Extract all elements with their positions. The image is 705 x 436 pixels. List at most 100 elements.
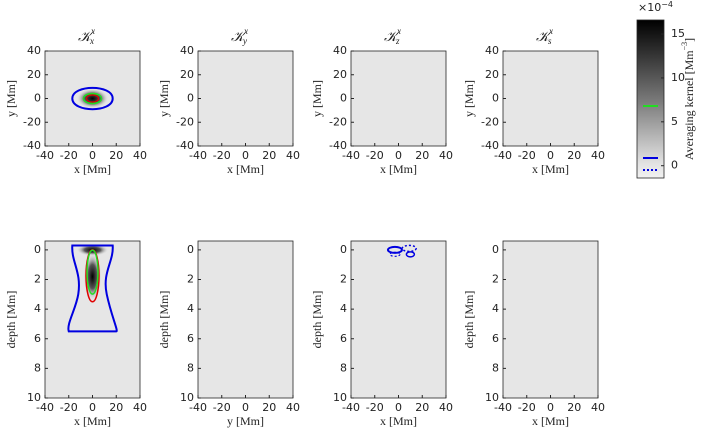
y-tick-label: 6 <box>34 332 41 345</box>
y-tick-label: -20 <box>176 115 194 128</box>
x-tick-label: -20 <box>518 149 536 162</box>
heatmap-background <box>351 51 446 146</box>
y-tick-label: 20 <box>180 68 194 81</box>
y-tick-label: 4 <box>340 302 347 315</box>
y-tick-label: 2 <box>340 273 347 286</box>
x-tick-label: 0 <box>547 149 554 162</box>
y-tick-label: 6 <box>492 332 499 345</box>
x-tick-label: 40 <box>591 401 605 414</box>
exponent-base: ×10 <box>638 1 661 14</box>
y-tick-label: 2 <box>492 273 499 286</box>
x-tick-label: -40 <box>189 401 207 414</box>
colorbar-tick-label: 0 <box>671 159 678 172</box>
y-tick-label: 4 <box>492 302 499 315</box>
y-tick-label: -40 <box>176 139 194 152</box>
label-text: Averaging kernel [Mm <box>682 50 696 160</box>
y-tick-label: 40 <box>485 44 499 57</box>
y-axis-label: depth [Mm] <box>157 291 171 349</box>
x-tick-label: -20 <box>518 401 536 414</box>
x-tick-label: -20 <box>366 401 384 414</box>
x-tick-label: 0 <box>89 149 96 162</box>
heatmap-background <box>503 241 598 398</box>
x-tick-label: 40 <box>591 149 605 162</box>
title-superscript: x <box>243 26 248 36</box>
title-subscript: x <box>89 36 94 46</box>
x-tick-label: 20 <box>415 149 429 162</box>
contour <box>86 249 99 295</box>
title-subscript: z <box>395 36 400 46</box>
colorbar-tick-label: 15 <box>671 27 685 40</box>
x-tick-label: -40 <box>342 401 360 414</box>
x-tick-label: 20 <box>109 149 123 162</box>
x-tick-label: 20 <box>415 401 429 414</box>
panel-title: 𝒦x y <box>231 26 249 46</box>
x-axis-label: x [Mm] <box>227 162 264 176</box>
colorbar-tick-label: 10 <box>671 71 685 84</box>
y-tick-label: 40 <box>333 44 347 57</box>
y-tick-label: 6 <box>187 332 194 345</box>
x-tick-label: -40 <box>494 401 512 414</box>
title-superscript: x <box>396 26 401 36</box>
x-tick-label: 20 <box>262 149 276 162</box>
x-axis-label: x [Mm] <box>532 414 569 428</box>
x-tick-label: 40 <box>286 149 300 162</box>
y-tick-label: 4 <box>187 302 194 315</box>
x-tick-label: 0 <box>547 401 554 414</box>
y-axis-label: y [Mm] <box>157 80 171 117</box>
y-axis-label: depth [Mm] <box>310 291 324 349</box>
colorbar-tick-label: 5 <box>671 115 678 128</box>
y-tick-label: 0 <box>34 243 41 256</box>
y-tick-label: -40 <box>481 139 499 152</box>
x-tick-label: 40 <box>286 401 300 414</box>
contour <box>405 251 416 258</box>
x-axis-label: x [Mm] <box>380 162 417 176</box>
title-subscript: s <box>548 36 552 46</box>
y-axis-label: y [Mm] <box>462 80 476 117</box>
y-tick-label: 10 <box>180 391 194 404</box>
y-tick-label: 40 <box>180 44 194 57</box>
contour <box>82 92 103 105</box>
x-tick-label: -20 <box>60 149 78 162</box>
y-tick-label: -20 <box>329 115 347 128</box>
title-superscript: x <box>548 26 553 36</box>
y-tick-label: 8 <box>492 361 499 374</box>
x-tick-label: -20 <box>60 401 78 414</box>
y-axis-label: y [Mm] <box>4 80 18 117</box>
x-tick-label: -20 <box>366 149 384 162</box>
panel-title: 𝒦x x <box>78 26 96 46</box>
x-tick-label: 40 <box>439 149 453 162</box>
heatmap-background <box>198 51 293 146</box>
y-tick-label: 0 <box>34 92 41 105</box>
x-tick-label: 40 <box>133 401 147 414</box>
y-tick-label: 0 <box>187 92 194 105</box>
label-superscript: −3 <box>680 42 689 51</box>
y-tick-label: 10 <box>485 391 499 404</box>
y-tick-label: -20 <box>23 115 41 128</box>
contour <box>389 251 401 257</box>
colorbar <box>636 19 665 179</box>
x-tick-label: 20 <box>109 401 123 414</box>
label-suffix: ] <box>682 38 696 42</box>
x-tick-label: 0 <box>242 149 249 162</box>
y-tick-label: -20 <box>481 115 499 128</box>
kernel-peak <box>76 88 109 109</box>
y-tick-label: 6 <box>340 332 347 345</box>
y-tick-label: 0 <box>187 243 194 256</box>
x-tick-label: 0 <box>395 401 402 414</box>
x-tick-label: -40 <box>342 149 360 162</box>
y-tick-label: 8 <box>187 361 194 374</box>
y-tick-label: -40 <box>23 139 41 152</box>
x-tick-label: -20 <box>213 401 231 414</box>
y-tick-label: 20 <box>27 68 41 81</box>
y-tick-label: 0 <box>492 92 499 105</box>
x-tick-label: -40 <box>494 149 512 162</box>
y-tick-label: 0 <box>340 243 347 256</box>
panel-title: 𝒦x s <box>536 26 554 46</box>
x-axis-label: x [Mm] <box>74 414 111 428</box>
x-tick-label: 0 <box>242 401 249 414</box>
x-tick-label: -20 <box>213 149 231 162</box>
x-tick-label: 0 <box>89 401 96 414</box>
y-axis-label: y [Mm] <box>310 80 324 117</box>
y-tick-label: 10 <box>27 391 41 404</box>
x-axis-label: x [Mm] <box>380 414 417 428</box>
